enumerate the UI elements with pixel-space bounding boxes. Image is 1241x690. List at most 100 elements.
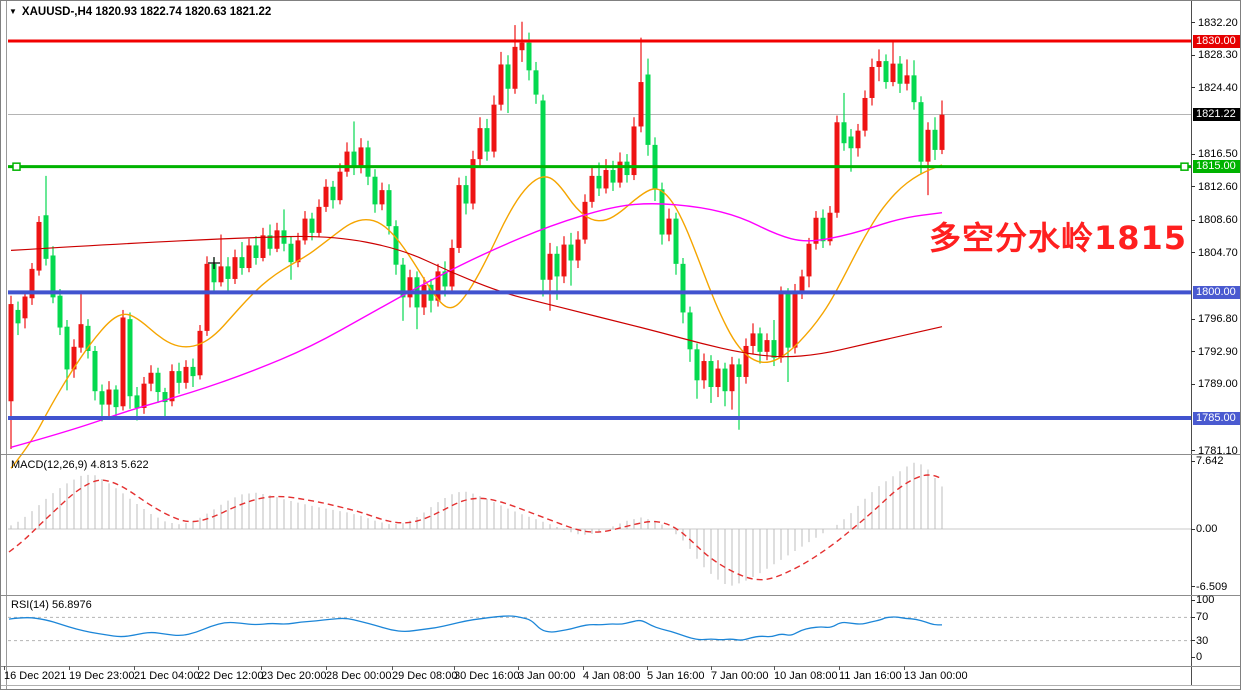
- bear-candle-body: [624, 161, 630, 176]
- time-tick-mark: [392, 666, 393, 670]
- line-handle-marker[interactable]: [1180, 162, 1189, 171]
- price-tick-label: 1828.30: [1198, 49, 1238, 62]
- bear-candle-body: [694, 349, 700, 381]
- price-badge: 1785.00: [1193, 411, 1240, 425]
- time-label: 16 Dec 2021: [4, 670, 67, 682]
- price-tick-mark: [1191, 318, 1195, 320]
- bear-candle-body: [365, 147, 371, 177]
- time-label: 5 Jan 16:00: [647, 670, 705, 682]
- bottom-frame-line: [1, 685, 1240, 686]
- time-label: 13 Jan 00:00: [904, 670, 968, 682]
- price-badge: 1830.00: [1193, 34, 1240, 48]
- price-tick-mark: [1191, 186, 1195, 188]
- line-handle-marker[interactable]: [12, 162, 21, 171]
- bull-candle-body: [477, 128, 483, 160]
- rsi-axis-label: 30: [1196, 634, 1209, 647]
- bear-candle-body: [645, 74, 651, 145]
- time-tick-mark: [4, 666, 5, 670]
- bull-candle-body: [120, 317, 126, 407]
- bull-candle-body: [36, 221, 42, 271]
- time-tick-mark: [904, 666, 905, 670]
- price-tick-mark: [1191, 153, 1195, 155]
- time-label: 30 Dec 16:00: [454, 670, 520, 682]
- chart-title: ▼ XAUUSD-,H4 1820.93 1822.74 1820.63 1821…: [9, 6, 271, 18]
- price-tick-mark: [1191, 450, 1195, 452]
- bear-candle-body: [526, 42, 532, 71]
- macd-axis-label: 7.642: [1196, 455, 1224, 468]
- rsi-axis-label-tick-mark: [1191, 599, 1195, 601]
- bull-candle-body: [337, 171, 343, 201]
- bull-candle-body: [547, 253, 553, 280]
- bear-candle-body: [918, 102, 924, 162]
- bear-candle-body: [736, 364, 742, 377]
- time-tick-mark: [134, 666, 135, 670]
- bear-candle-body: [680, 263, 686, 313]
- bull-candle-body: [876, 61, 882, 67]
- macd-axis-label: 0.00: [1196, 523, 1218, 535]
- bear-candle-body: [15, 309, 21, 324]
- macd-axis-label: -6.509: [1196, 580, 1228, 593]
- time-tick-mark: [261, 666, 262, 670]
- bull-candle-body: [631, 126, 637, 176]
- bull-candle-body: [869, 66, 875, 98]
- bull-candle-body: [232, 257, 238, 279]
- time-label: 7 Jan 00:00: [711, 670, 769, 682]
- time-tick-mark: [198, 666, 199, 670]
- rsi-line: [8, 615, 942, 641]
- rsi-axis-label-tick-mark: [1191, 640, 1195, 642]
- bear-candle-body: [554, 253, 560, 277]
- bull-candle-body: [764, 340, 770, 352]
- candlestick-series[interactable]: [8, 21, 945, 450]
- bear-candle-body: [596, 175, 602, 189]
- bear-candle-body: [673, 218, 679, 264]
- bear-candle-body: [610, 170, 616, 183]
- macd-axis-label-tick-mark: [1191, 586, 1195, 588]
- price-axis-border: [1191, 1, 1192, 685]
- bear-candle-body: [911, 75, 917, 103]
- price-badge: 1815.00: [1193, 160, 1240, 174]
- bear-candle-body: [841, 122, 847, 144]
- price-tick-label: 1796.80: [1198, 313, 1238, 326]
- bear-candle-body: [351, 151, 357, 168]
- bull-candle-body: [148, 372, 154, 384]
- ma-mid-magenta: [10, 203, 943, 448]
- rsi-panel-divider[interactable]: [1, 595, 1240, 596]
- bear-candle-body: [155, 372, 161, 393]
- bear-candle-body: [785, 294, 791, 348]
- price-tick-mark: [1191, 219, 1195, 221]
- rsi-axis-label: 100: [1196, 594, 1215, 606]
- bull-candle-body: [666, 218, 672, 235]
- bull-candle-body: [603, 170, 609, 189]
- bear-candle-body: [211, 263, 217, 283]
- bear-candle-body: [50, 255, 56, 298]
- bull-candle-body: [855, 130, 861, 149]
- bull-candle-body: [827, 212, 833, 242]
- time-tick-mark: [518, 666, 519, 670]
- bear-candle-body: [505, 64, 511, 89]
- time-label: 4 Jan 08:00: [583, 670, 641, 682]
- bull-candle-body: [274, 230, 280, 249]
- bear-candle-body: [400, 264, 406, 298]
- collapse-icon[interactable]: ▼: [9, 7, 17, 16]
- bull-candle-body: [638, 82, 644, 127]
- rsi-axis-label: 70: [1196, 611, 1209, 624]
- bear-candle-body: [722, 368, 728, 392]
- bull-candle-body: [498, 64, 504, 105]
- bear-candle-body: [190, 366, 196, 377]
- bear-candle-body: [162, 392, 168, 403]
- bull-candle-body: [792, 291, 798, 348]
- bear-candle-body: [883, 61, 889, 83]
- macd-axis-label-tick-mark: [1191, 528, 1195, 530]
- symbol-period-ohlc: XAUUSD-,H4 1820.93 1822.74 1820.63 1821.…: [21, 6, 272, 18]
- macd-panel-divider[interactable]: [1, 454, 1240, 455]
- bear-candle-body: [708, 361, 714, 388]
- time-label: 19 Dec 23:00: [69, 670, 135, 682]
- bear-candle-body: [176, 371, 182, 383]
- annotation-text[interactable]: 多空分水岭1815: [929, 219, 1188, 257]
- price-tick-mark: [1191, 383, 1195, 385]
- bear-candle-body: [386, 190, 392, 227]
- bull-candle-body: [778, 294, 784, 358]
- bear-candle-body: [687, 312, 693, 350]
